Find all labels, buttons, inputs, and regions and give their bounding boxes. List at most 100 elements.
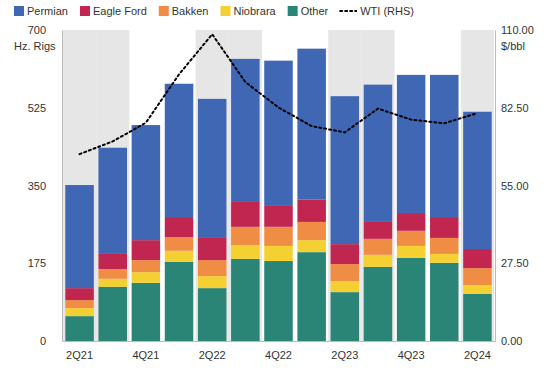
tick-label: 2Q24	[464, 349, 491, 361]
axis-line	[63, 341, 496, 342]
tick-label: 175	[28, 257, 46, 269]
bar	[397, 213, 426, 231]
legend-swatch	[220, 6, 230, 16]
bar-series	[65, 200, 491, 300]
bar	[364, 239, 393, 255]
bar	[297, 240, 326, 252]
bar	[65, 288, 94, 300]
bar	[98, 279, 127, 287]
background-bands	[63, 30, 494, 341]
bar	[165, 262, 194, 341]
bar	[397, 258, 426, 341]
band	[96, 30, 129, 341]
bar	[364, 267, 393, 341]
tick-label: 55.00	[501, 180, 529, 192]
bar	[231, 202, 260, 227]
legend-swatch	[288, 6, 298, 16]
band	[229, 30, 262, 341]
tick-label: 2Q22	[199, 349, 226, 361]
bar	[331, 292, 360, 341]
band	[63, 30, 96, 341]
legend-label: Eagle Ford	[93, 5, 147, 17]
y-axis-title: Hz. Rigs	[14, 40, 56, 52]
tick: 2Q23	[331, 341, 358, 361]
tick-label: 4Q23	[398, 349, 425, 361]
bar	[132, 240, 161, 260]
bar	[98, 269, 127, 279]
bar	[397, 246, 426, 258]
tick: 4Q21	[132, 341, 159, 361]
legend-item: Permian	[14, 5, 68, 17]
bar	[397, 231, 426, 246]
bar-series	[65, 222, 491, 308]
x-axis: 2Q21 4Q21 2Q22 4Q22 2Q23 4Q23 2Q24	[63, 341, 496, 361]
bar	[463, 285, 492, 294]
bar	[331, 96, 360, 244]
bar	[231, 245, 260, 259]
tick: 0	[40, 335, 62, 347]
bar	[198, 99, 227, 238]
bar	[331, 244, 360, 264]
tick-label: 350	[28, 180, 46, 192]
tick-label: 0	[40, 335, 46, 347]
bar	[98, 287, 127, 341]
tick: 110.00	[495, 24, 534, 36]
tick: 27.50	[495, 257, 529, 269]
bar	[198, 288, 227, 341]
bar	[165, 84, 194, 217]
bar	[364, 85, 393, 222]
legend-swatch	[14, 6, 24, 16]
legend-label: Niobrara	[233, 5, 276, 17]
bar	[132, 272, 161, 283]
legend-item: Eagle Ford	[80, 5, 147, 17]
tick-label: 82.50	[501, 102, 529, 114]
bar	[297, 222, 326, 240]
tick: 4Q22	[265, 341, 292, 361]
line	[80, 34, 478, 154]
band	[361, 30, 394, 341]
tick-label: 4Q22	[265, 349, 292, 361]
bar	[231, 259, 260, 341]
bar	[165, 217, 194, 237]
bar	[331, 281, 360, 292]
bar	[430, 75, 459, 217]
bar	[65, 300, 94, 308]
legend-swatch	[80, 6, 90, 16]
tick: 4Q23	[398, 341, 425, 361]
bar	[397, 75, 426, 213]
chart: 0 175 350 525 700 0.00 27.50 55.00 82.50 110.00 2Q…	[0, 0, 552, 377]
tick: 350	[28, 180, 62, 192]
tick: 55.00	[495, 180, 529, 192]
bar	[264, 261, 293, 341]
bar	[264, 61, 293, 206]
legend-swatch	[340, 10, 356, 12]
tick-label: 4Q21	[132, 349, 159, 361]
y2-axis-title: $/bbl	[501, 40, 525, 52]
legend-swatch	[159, 6, 169, 16]
bar	[65, 308, 94, 316]
legend-label: Permian	[27, 5, 68, 17]
bar	[65, 185, 94, 288]
tick: 2Q24	[464, 341, 491, 361]
bar	[198, 260, 227, 276]
tick: 2Q21	[66, 341, 93, 361]
bar	[297, 49, 326, 200]
tick: 2Q22	[199, 341, 226, 361]
tick-label: 0.00	[501, 335, 522, 347]
legend-label: Bakken	[172, 5, 209, 17]
legend-label: WTI (RHS)	[360, 5, 414, 17]
bar	[430, 238, 459, 254]
y2-axis: 0.00 27.50 55.00 82.50 110.00	[495, 24, 534, 347]
bar	[264, 246, 293, 261]
plot-area	[65, 34, 491, 341]
axis-line	[62, 31, 63, 342]
bar	[198, 238, 227, 260]
tick-label: 110.00	[501, 24, 534, 36]
tick-label: 525	[28, 102, 46, 114]
tick: 0.00	[495, 335, 522, 347]
legend-item: WTI (RHS)	[340, 5, 414, 17]
bar	[430, 254, 459, 263]
tick-label: 700	[28, 24, 46, 36]
bar	[297, 200, 326, 222]
y-axis: 0 175 350 525 700	[28, 24, 63, 347]
